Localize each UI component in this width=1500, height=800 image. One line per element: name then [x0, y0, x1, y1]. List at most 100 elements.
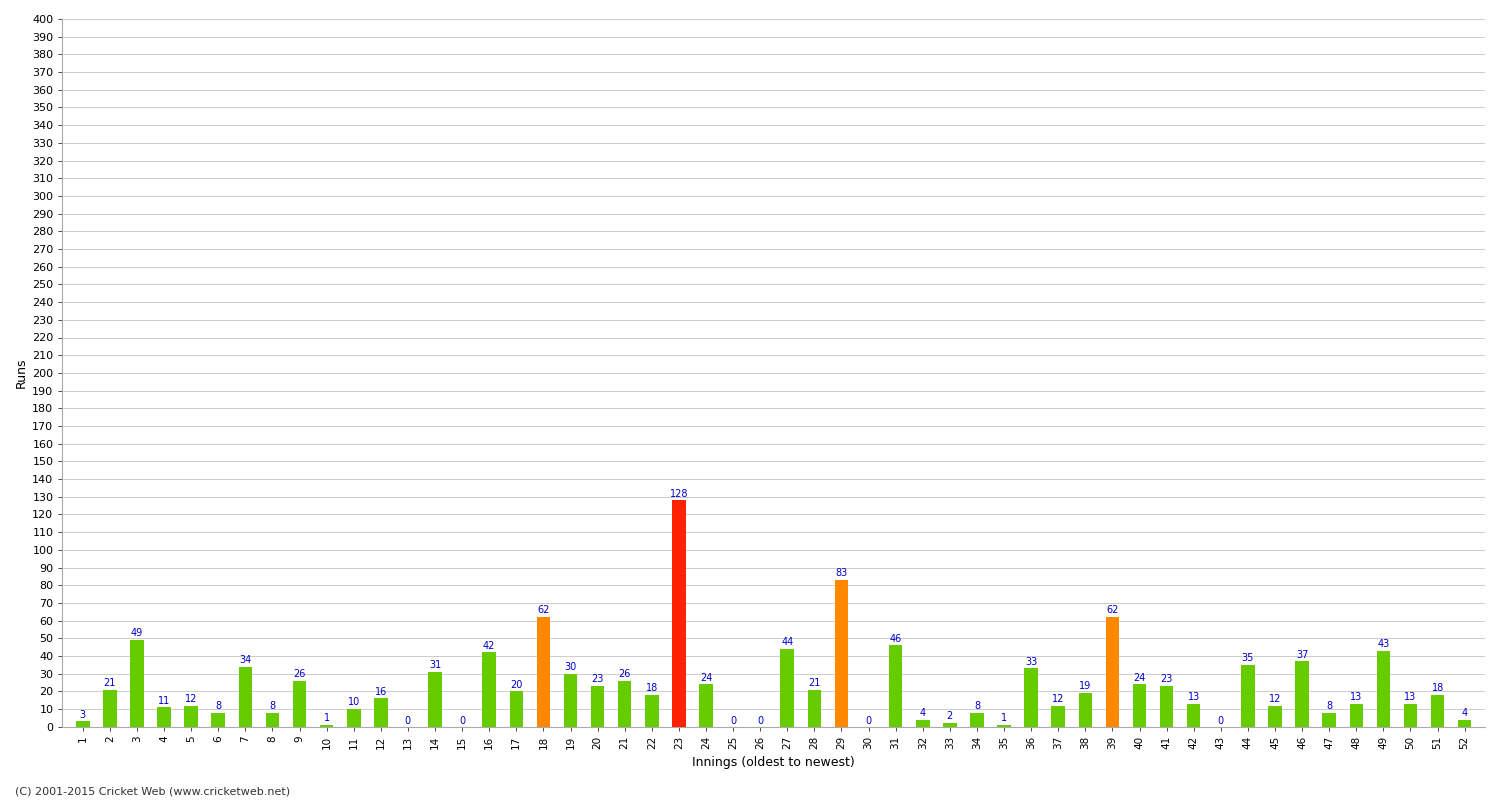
Text: 44: 44 [782, 637, 794, 647]
Bar [1052, 706, 1065, 726]
Bar [1404, 704, 1417, 726]
Bar [1377, 650, 1390, 726]
Bar [184, 706, 198, 726]
Text: 26: 26 [294, 669, 306, 679]
Text: 46: 46 [890, 634, 902, 644]
Text: 49: 49 [130, 628, 142, 638]
Bar [699, 684, 712, 726]
Text: 8: 8 [1326, 701, 1332, 711]
Text: 23: 23 [591, 674, 604, 684]
Y-axis label: Runs: Runs [15, 358, 28, 388]
Text: 11: 11 [158, 695, 170, 706]
Text: 8: 8 [214, 701, 222, 711]
Text: 62: 62 [1106, 606, 1119, 615]
Text: 13: 13 [1350, 692, 1362, 702]
Text: 16: 16 [375, 686, 387, 697]
Text: 10: 10 [348, 698, 360, 707]
Text: 24: 24 [700, 673, 712, 682]
Bar [1106, 617, 1119, 726]
Text: 3: 3 [80, 710, 86, 720]
Bar [807, 690, 820, 726]
Bar [211, 713, 225, 726]
Text: 4: 4 [920, 708, 926, 718]
Bar [672, 500, 686, 726]
Bar [1323, 713, 1336, 726]
Bar [970, 713, 984, 726]
Text: 12: 12 [1269, 694, 1281, 704]
Bar [483, 653, 496, 726]
Bar [916, 720, 930, 726]
Text: 26: 26 [618, 669, 632, 679]
Bar [158, 707, 171, 726]
Bar [510, 691, 524, 726]
Text: 0: 0 [758, 716, 764, 726]
Text: 30: 30 [564, 662, 576, 672]
Bar [104, 690, 117, 726]
Bar [645, 695, 658, 726]
Bar [834, 580, 848, 726]
Bar [1240, 665, 1254, 726]
Text: 0: 0 [459, 716, 465, 726]
Bar [1350, 704, 1364, 726]
Text: 37: 37 [1296, 650, 1308, 659]
Text: 19: 19 [1078, 682, 1092, 691]
Text: 20: 20 [510, 680, 522, 690]
Text: (C) 2001-2015 Cricket Web (www.cricketweb.net): (C) 2001-2015 Cricket Web (www.cricketwe… [15, 786, 290, 796]
Bar [1186, 704, 1200, 726]
Text: 62: 62 [537, 606, 549, 615]
Bar [998, 725, 1011, 726]
Bar [1296, 662, 1310, 726]
Bar [1078, 693, 1092, 726]
Bar [266, 713, 279, 726]
Text: 13: 13 [1188, 692, 1200, 702]
Text: 2: 2 [946, 711, 952, 722]
Bar [591, 686, 604, 726]
Bar [1458, 720, 1472, 726]
Bar [780, 649, 794, 726]
Bar [346, 709, 360, 726]
Bar [238, 666, 252, 726]
Bar [374, 698, 387, 726]
Bar [1024, 668, 1038, 726]
Text: 42: 42 [483, 641, 495, 650]
Bar [1132, 684, 1146, 726]
Text: 128: 128 [669, 489, 688, 498]
Bar [427, 672, 442, 726]
Text: 21: 21 [104, 678, 116, 688]
Bar [76, 722, 90, 726]
Text: 83: 83 [836, 568, 848, 578]
Text: 43: 43 [1377, 639, 1389, 649]
X-axis label: Innings (oldest to newest): Innings (oldest to newest) [693, 756, 855, 769]
Text: 8: 8 [270, 701, 276, 711]
Text: 35: 35 [1242, 653, 1254, 663]
Bar [944, 723, 957, 726]
Text: 4: 4 [1461, 708, 1467, 718]
Text: 31: 31 [429, 660, 441, 670]
Bar [564, 674, 578, 726]
Text: 33: 33 [1024, 657, 1038, 666]
Bar [292, 681, 306, 726]
Bar [320, 725, 333, 726]
Text: 21: 21 [808, 678, 820, 688]
Text: 12: 12 [184, 694, 198, 704]
Text: 24: 24 [1134, 673, 1146, 682]
Bar [618, 681, 632, 726]
Text: 34: 34 [238, 655, 252, 665]
Bar [890, 646, 903, 726]
Text: 18: 18 [645, 683, 658, 693]
Text: 0: 0 [865, 716, 871, 726]
Text: 23: 23 [1161, 674, 1173, 684]
Bar [1268, 706, 1282, 726]
Text: 12: 12 [1052, 694, 1065, 704]
Text: 0: 0 [730, 716, 736, 726]
Text: 1: 1 [324, 714, 330, 723]
Bar [1160, 686, 1173, 726]
Bar [1431, 695, 1444, 726]
Text: 8: 8 [974, 701, 980, 711]
Text: 13: 13 [1404, 692, 1416, 702]
Bar [537, 617, 550, 726]
Text: 0: 0 [405, 716, 411, 726]
Text: 0: 0 [1218, 716, 1224, 726]
Text: 18: 18 [1431, 683, 1443, 693]
Text: 1: 1 [1000, 714, 1006, 723]
